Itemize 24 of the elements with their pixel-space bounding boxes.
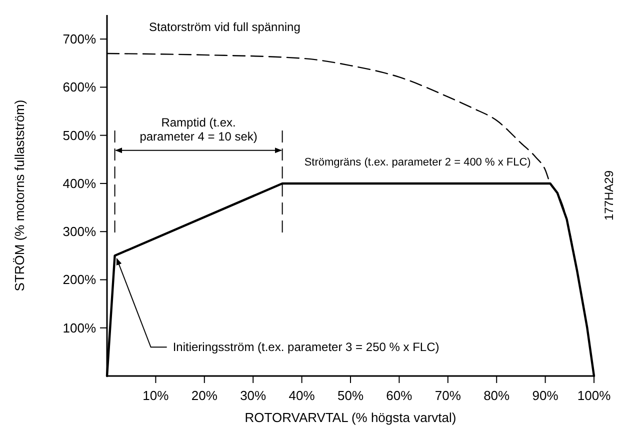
annotation: Statorström vid full spänning: [149, 20, 300, 34]
annotation: Strömgräns (t.ex. parameter 2 = 400 % x FLC): [304, 156, 531, 168]
x-tick-label: 100%: [577, 388, 612, 403]
annotation: Ramptid (t.ex. parameter 4 = 10 sek): [140, 115, 258, 144]
text: 177HA29: [602, 170, 616, 221]
y-tick-label: 500%: [62, 128, 96, 143]
y-tick-label: 400%: [62, 176, 96, 191]
x-tick-label: 60%: [386, 388, 413, 403]
y-tick-label: 600%: [62, 80, 96, 95]
x-tick-label: 80%: [484, 388, 510, 403]
x-tick-label: 10%: [142, 388, 170, 403]
y-axis-title: STRÖM (% motorns fullastström): [12, 100, 27, 292]
x-axis-title: ROTORVARVTAL (% högsta varvtal): [244, 410, 456, 425]
x-tick-label: 70%: [434, 388, 462, 403]
x-tick-label: 50%: [337, 388, 364, 403]
x-tick-label: 40%: [288, 388, 316, 403]
x-tick-label: 90%: [532, 388, 559, 403]
y-tick-label: 100%: [62, 320, 96, 336]
y-tick-label: 200%: [62, 272, 96, 288]
y-tick-label: 300%: [62, 224, 96, 240]
y-tick-label: 700%: [62, 32, 96, 47]
x-tick-label: 20%: [191, 388, 218, 403]
annotation: Initieringsström (t.ex. parameter 3 = 250 % x FLC): [172, 340, 440, 354]
x-tick-label: 30%: [240, 388, 267, 403]
